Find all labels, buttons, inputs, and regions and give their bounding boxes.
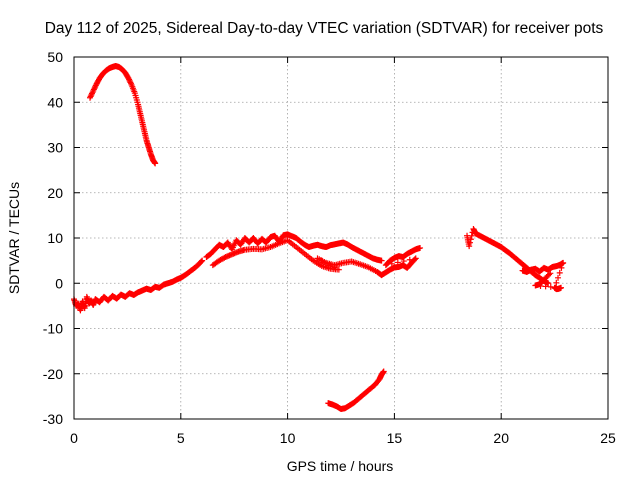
- axis-ticks: 0 5 10 15 20 25 -30 -20 -10 0 10 20 30 40 50: [43, 49, 616, 446]
- series-arc-low-midday: [325, 368, 387, 413]
- data-point: [92, 83, 99, 90]
- series-band-late-flat: [519, 259, 567, 293]
- series-arc-high-early: [87, 63, 159, 167]
- data-point: [335, 266, 342, 273]
- y-tick-label: -30: [43, 411, 63, 427]
- x-tick-label: 0: [70, 430, 78, 446]
- series-band-main-mid: [203, 231, 385, 264]
- data-point: [88, 92, 95, 99]
- y-tick-label: 20: [47, 185, 63, 201]
- data-point: [87, 94, 94, 101]
- grid-lines: [74, 57, 608, 419]
- y-axis-label: SDTVAR / TECUs: [6, 182, 22, 294]
- y-tick-label: 40: [47, 94, 63, 110]
- data-point: [412, 255, 419, 262]
- data-point: [542, 283, 549, 290]
- y-tick-label: 50: [47, 49, 63, 65]
- data-series: [71, 63, 567, 413]
- data-point: [199, 257, 206, 264]
- data-point: [128, 80, 135, 87]
- series-band-main-rising: [71, 257, 206, 314]
- data-point: [88, 90, 95, 97]
- data-point: [406, 256, 413, 263]
- y-tick-label: -10: [43, 321, 63, 337]
- data-point: [467, 236, 474, 243]
- y-tick-label: 30: [47, 140, 63, 156]
- data-point: [91, 85, 98, 92]
- data-point: [558, 264, 565, 271]
- data-point: [380, 368, 387, 375]
- data-point: [126, 77, 133, 84]
- y-tick-label: 10: [47, 230, 63, 246]
- data-point: [545, 280, 552, 287]
- data-point: [552, 284, 559, 291]
- data-point: [466, 243, 473, 250]
- x-tick-label: 10: [280, 430, 296, 446]
- data-point: [560, 259, 567, 266]
- series-band-descending-traces: [209, 237, 424, 279]
- x-axis-label: GPS time / hours: [287, 458, 394, 474]
- data-point: [125, 75, 132, 82]
- y-tick-label: -20: [43, 366, 63, 382]
- data-point: [547, 283, 554, 290]
- data-point: [90, 86, 97, 93]
- data-point: [546, 271, 553, 278]
- y-tick-label: 0: [55, 275, 63, 291]
- data-point: [417, 244, 424, 251]
- data-point: [126, 76, 133, 83]
- data-point: [152, 160, 159, 167]
- data-point: [556, 269, 563, 276]
- data-point: [467, 239, 474, 246]
- x-tick-label: 25: [600, 430, 616, 446]
- x-tick-label: 5: [177, 430, 185, 446]
- data-point: [547, 270, 554, 277]
- data-point: [394, 259, 401, 266]
- data-point: [411, 256, 418, 263]
- data-point: [468, 232, 475, 239]
- data-point: [90, 87, 97, 94]
- data-point: [127, 79, 134, 86]
- x-tick-label: 20: [493, 430, 509, 446]
- data-point: [555, 274, 562, 281]
- data-point: [378, 257, 385, 264]
- x-tick-label: 15: [387, 430, 403, 446]
- series-arc-late-descending: [464, 225, 552, 287]
- data-point: [198, 258, 205, 265]
- data-point: [89, 89, 96, 96]
- data-point: [558, 284, 565, 291]
- data-point: [87, 93, 94, 100]
- chart-title: Day 112 of 2025, Sidereal Day-to-day VTE…: [45, 20, 604, 37]
